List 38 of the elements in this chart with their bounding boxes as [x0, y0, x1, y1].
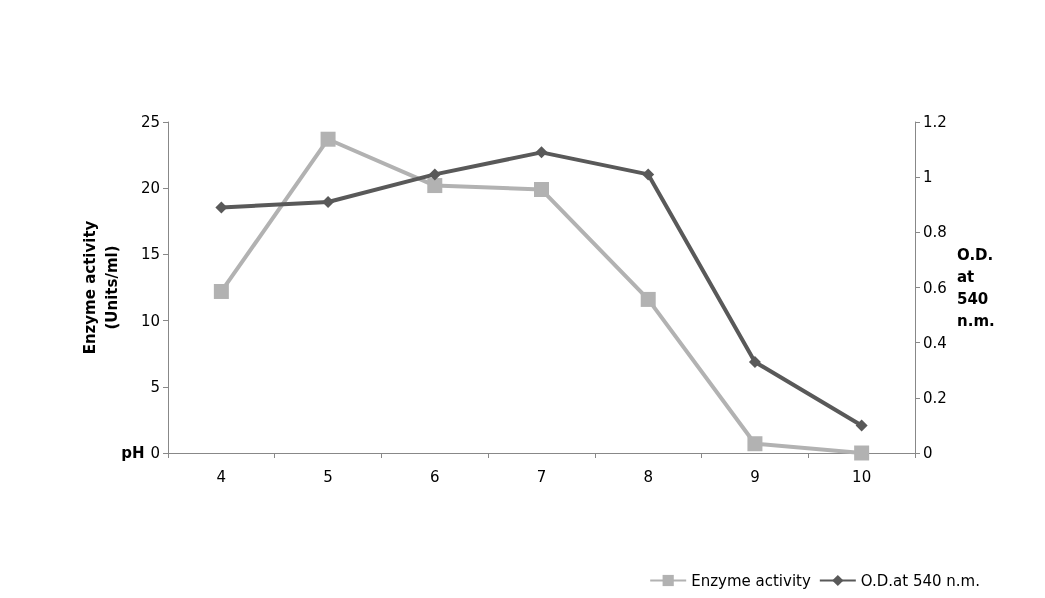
x-tick-label: 4	[216, 467, 227, 486]
y2-tick-label: 0.2	[923, 388, 947, 407]
y2-tick-label: 1	[923, 168, 933, 187]
legend-label: Enzyme activity	[691, 571, 811, 590]
y-axis-title: Enzyme activity (Units/ml)	[81, 220, 121, 355]
x-tick-label: 5	[323, 467, 333, 486]
x-tick-label: 6	[430, 467, 440, 486]
point	[428, 168, 441, 181]
y-tick-label: 10	[140, 311, 160, 330]
y2-tick-label: 0	[923, 444, 933, 462]
point	[322, 195, 335, 208]
x-tick-label: 7	[536, 467, 547, 486]
x-axis-title: pH	[121, 444, 145, 462]
x-tick-label: 10	[852, 467, 872, 486]
y2-axis-title: O.D. at 540 n.m.	[957, 245, 995, 330]
y2-tick-label: 0.4	[923, 333, 947, 352]
point	[535, 146, 548, 159]
legend-label: O.D.at 540 n.m.	[860, 571, 981, 590]
y2-tick-label: 1.2	[923, 113, 947, 131]
point	[427, 178, 443, 194]
x-tick-label: 8	[643, 467, 653, 486]
point	[747, 436, 763, 452]
y-tick-label: 0	[150, 444, 160, 462]
point	[854, 445, 870, 461]
point	[320, 131, 336, 147]
y-tick-label: 20	[140, 179, 160, 198]
point	[534, 182, 549, 198]
x-tick-label: 9	[750, 467, 760, 486]
point	[855, 419, 868, 432]
point	[213, 283, 229, 299]
y2-tick-label: 0.6	[923, 278, 947, 297]
y-tick-label: 25	[140, 113, 160, 131]
point	[640, 291, 656, 307]
point	[748, 355, 761, 368]
point	[642, 168, 655, 181]
y-tick-label: 15	[140, 245, 160, 264]
y2-tick-label: 0.8	[923, 223, 947, 242]
y-tick-label: 5	[150, 377, 160, 396]
